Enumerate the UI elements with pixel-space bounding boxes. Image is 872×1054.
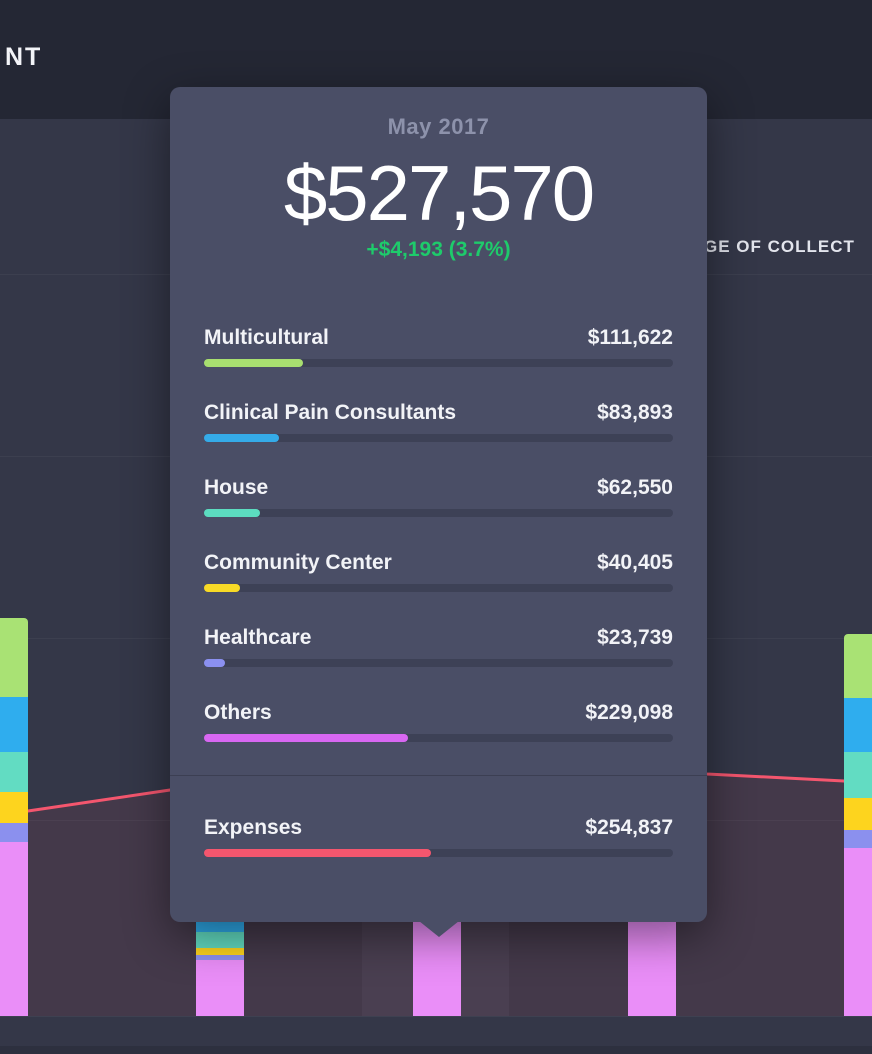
bar-segment-multicultural: [0, 618, 28, 697]
tooltip-breakdown-list: Multicultural $111,622 Clinical Pain Con…: [204, 325, 673, 742]
tooltip-row-track: [204, 849, 673, 857]
tooltip-row: Healthcare $23,739: [204, 625, 673, 667]
tooltip-row-fill: [204, 659, 226, 667]
tooltip-row-value: $23,739: [597, 626, 673, 649]
tooltip-total-amount: $527,570: [283, 149, 595, 237]
tooltip-row-label: Healthcare: [204, 626, 312, 649]
tooltip-row-label: Expenses: [204, 816, 303, 839]
tooltip-row: Community Center $40,405: [204, 550, 673, 592]
tooltip-row-track: [204, 584, 673, 592]
tooltip-row-track: [204, 359, 673, 367]
tooltip-month: May 2017: [387, 114, 490, 139]
tooltip-row: Multicultural $111,622: [204, 325, 673, 367]
tooltip-delta: +$4,193 (3.7%): [366, 238, 511, 261]
bar-segment-healthcare: [0, 823, 28, 842]
bar-segment-others: [844, 848, 872, 1016]
bar-segment-community-center: [0, 792, 28, 823]
bar-segment-healthcare: [844, 830, 872, 848]
tooltip-row-fill: [204, 849, 431, 857]
tooltip-row-fill: [204, 434, 279, 442]
tooltip-row-track: [204, 434, 673, 442]
page-title-partial: NT: [5, 43, 43, 71]
stacked-bar[interactable]: [844, 634, 872, 1016]
tooltip-row-label: Community Center: [204, 551, 392, 574]
tooltip-expenses-section: Expenses $254,837: [204, 815, 673, 857]
tooltip-row: Others $229,098: [204, 700, 673, 742]
stacked-bar[interactable]: [0, 618, 28, 1016]
tooltip-row-fill: [204, 359, 304, 367]
tooltip-row-label: Multicultural: [204, 326, 329, 349]
bar-segment-healthcare: [196, 955, 244, 960]
bar-segment-house: [196, 932, 244, 948]
tooltip-row-track: [204, 734, 673, 742]
tooltip-row-label: House: [204, 476, 269, 499]
tooltip-row-track: [204, 509, 673, 517]
tooltip-row-fill: [204, 584, 241, 592]
tooltip-row-value: $229,098: [585, 701, 673, 724]
tooltip-row: House $62,550: [204, 475, 673, 517]
tooltip-row-value: $40,405: [597, 551, 673, 574]
tooltip-row-label: Clinical Pain Consultants: [204, 401, 457, 424]
bar-segment-community-center: [196, 948, 244, 955]
bar-segment-multicultural: [844, 634, 872, 698]
bar-segment-community-center: [844, 798, 872, 830]
tooltip-row-value: $254,837: [585, 816, 673, 839]
tooltip-divider: [170, 775, 707, 776]
tooltip-row-value: $83,893: [597, 401, 673, 424]
tooltip-row-fill: [204, 734, 408, 742]
tooltip-row-track: [204, 659, 673, 667]
bar-segment-clinical-pain-consultants: [844, 698, 872, 752]
bar-segment-house: [844, 752, 872, 798]
collections-section-label-partial: GE OF COLLECT: [704, 237, 855, 256]
bar-segment-others: [196, 960, 244, 1016]
tooltip-row: Clinical Pain Consultants $83,893: [204, 400, 673, 442]
tooltip-expenses-row: Expenses $254,837: [204, 815, 673, 857]
bar-segment-clinical-pain-consultants: [0, 697, 28, 752]
month-detail-tooltip: May 2017 $527,570 +$4,193 (3.7%) Multicu…: [170, 87, 707, 922]
tooltip-row-value: $111,622: [587, 326, 673, 349]
x-axis-baseline: [0, 1016, 872, 1017]
tooltip-row-label: Others: [204, 701, 272, 724]
bottom-edge-strip: [0, 1046, 872, 1054]
bar-segment-house: [0, 752, 28, 792]
tooltip-row-fill: [204, 509, 260, 517]
bar-segment-others: [0, 842, 28, 1016]
tooltip-row-value: $62,550: [597, 476, 673, 499]
